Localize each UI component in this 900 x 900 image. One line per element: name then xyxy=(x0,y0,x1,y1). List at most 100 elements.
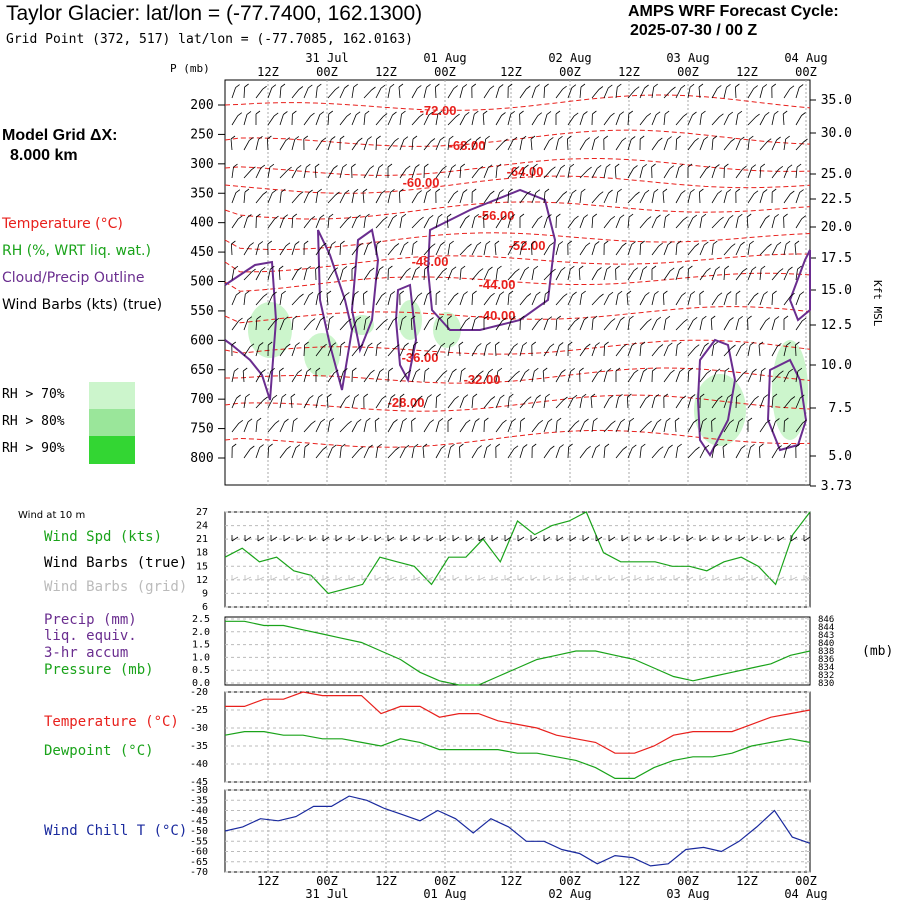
wind-barb xyxy=(578,265,584,281)
wind-barb xyxy=(375,368,385,383)
wind-barb xyxy=(231,291,241,306)
wind-barb xyxy=(327,86,340,99)
wind-barb xyxy=(423,138,436,151)
wind-barb xyxy=(471,268,484,281)
grid-wind-barb xyxy=(257,575,265,581)
wind-barb xyxy=(699,267,711,281)
wind-barb xyxy=(519,164,529,179)
wind-barb xyxy=(447,417,453,432)
kft-tick-label: 30.0 xyxy=(821,126,852,141)
wind-barb xyxy=(555,342,564,357)
kft-tick-label: 3.73 xyxy=(821,479,852,494)
surface-wind-barb xyxy=(608,535,616,542)
surface-wind-barb xyxy=(478,535,486,542)
grid-wind-barb xyxy=(543,575,551,581)
wind-barb xyxy=(267,112,279,126)
wind-barb xyxy=(411,443,419,459)
wind-barb xyxy=(459,367,466,383)
wind-barb xyxy=(387,344,400,357)
wind-barb xyxy=(423,243,436,256)
temperature-contour-11 xyxy=(224,394,811,412)
wind-barb xyxy=(279,367,284,383)
grid-info-value: 8.000 km xyxy=(10,147,78,164)
wind-barb xyxy=(279,188,286,204)
wind-barb xyxy=(699,290,705,306)
wind-barb xyxy=(267,291,277,306)
wind-barb xyxy=(651,163,656,179)
grid-wind-barb xyxy=(582,575,590,581)
wind-barb xyxy=(243,166,256,179)
wind-barb xyxy=(423,419,435,433)
wind-barb xyxy=(555,315,562,331)
wind-barb xyxy=(411,368,421,383)
wind-barb xyxy=(651,316,662,331)
wind-barb xyxy=(351,418,362,433)
wind-barb xyxy=(591,369,603,383)
wind-speed-tick-label: 9 xyxy=(202,588,208,599)
wind-barb xyxy=(543,242,554,256)
wind-barb xyxy=(519,240,527,256)
wind-barb xyxy=(711,216,724,229)
wind-barb xyxy=(735,418,744,433)
wind-barb xyxy=(447,443,455,459)
wind-barb xyxy=(495,341,500,357)
surface-wind-barb xyxy=(673,535,681,542)
pressure-tick-label: 400 xyxy=(190,216,213,231)
wind-barb xyxy=(735,315,743,331)
wind-barb xyxy=(267,341,273,357)
wind-barb xyxy=(543,268,556,281)
wind-barb xyxy=(327,241,336,256)
pressure-tick-label: 250 xyxy=(190,127,213,142)
wind-barb xyxy=(351,446,364,459)
pressure-tick-label: 550 xyxy=(190,304,213,319)
cloud-outline-1 xyxy=(317,229,354,391)
wind-barb xyxy=(555,396,568,409)
wind-barb xyxy=(399,241,409,256)
wind-barb xyxy=(771,370,784,383)
pressure-tick-label-right: 830 xyxy=(818,679,834,689)
legend-cloud: Cloud/Precip Outline xyxy=(2,270,145,286)
wind-barb xyxy=(795,163,802,179)
temperature-contour-label: -48.00 xyxy=(412,254,449,269)
grid-wind-barb xyxy=(296,575,304,581)
wind-barb xyxy=(723,111,734,126)
surface-wind-barb xyxy=(452,535,460,542)
surface-wind-barb xyxy=(387,535,395,542)
wind-barb xyxy=(759,265,766,281)
wind-speed-tick-label: 21 xyxy=(196,534,208,545)
bottom-date-label: 04 Aug xyxy=(784,887,827,900)
wind-barb xyxy=(543,137,554,151)
grid-wind-barb xyxy=(790,575,798,581)
top-date-label: 02 Aug xyxy=(548,51,591,65)
wind-barb xyxy=(591,444,601,459)
wind-barb xyxy=(543,83,549,99)
wind-barb xyxy=(579,445,591,459)
wind-barb xyxy=(591,267,602,281)
temp-tick-label: -35 xyxy=(190,741,208,752)
wind-barb xyxy=(663,267,675,281)
wind-barb xyxy=(603,240,609,256)
wind-barb xyxy=(567,163,575,179)
wind-barb xyxy=(447,164,457,179)
wind-barb xyxy=(711,190,722,204)
grid-wind-barb xyxy=(400,575,408,581)
bottom-hour-label: 12Z xyxy=(375,874,397,888)
wind-barb xyxy=(447,113,460,126)
wind-barb xyxy=(483,341,491,357)
kft-tick-label: 22.5 xyxy=(821,192,852,207)
surface-wind-barb xyxy=(725,535,733,542)
wind-barb xyxy=(771,110,779,126)
grid-wind-barb xyxy=(361,575,369,581)
pressure-tick-label-right: 834 xyxy=(818,663,834,673)
surface-wind-barb xyxy=(374,535,382,542)
surface-wind-barb xyxy=(738,535,746,542)
wind-barb xyxy=(303,112,315,126)
wind-barb xyxy=(326,290,332,306)
wind-barb xyxy=(675,292,686,306)
wind-barb xyxy=(411,164,420,179)
bottom-hour-label: 00Z xyxy=(316,874,338,888)
wind-barb xyxy=(290,393,296,409)
wind-barb xyxy=(255,396,268,409)
wind-barb xyxy=(411,216,424,229)
wind-barb xyxy=(639,292,650,306)
